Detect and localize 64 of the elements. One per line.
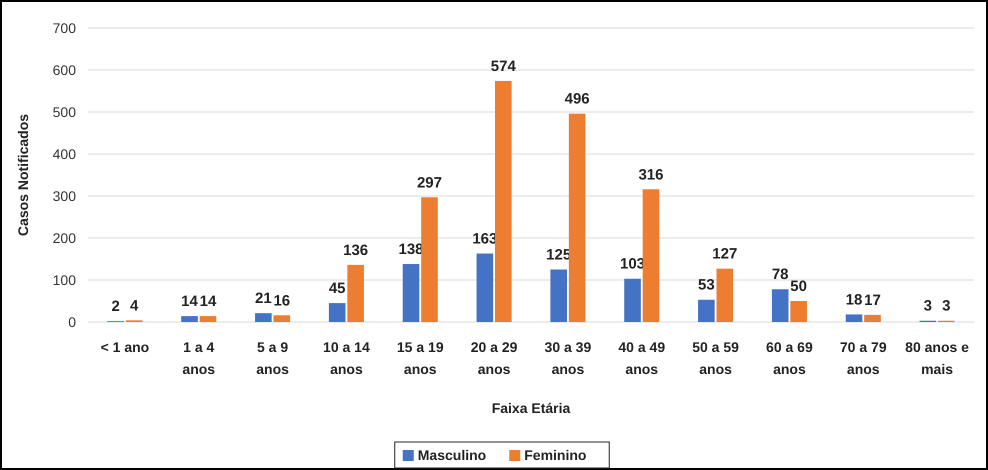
data-label: 297 [416,174,442,192]
legend-label: Masculino [418,446,486,463]
bar [328,303,346,322]
data-label: 574 [490,58,516,75]
bar [476,254,494,322]
data-label: 14 [181,293,199,310]
y-tick-label: 600 [52,62,76,78]
data-label: 17 [864,292,881,309]
bar [421,197,438,322]
bar [864,314,881,322]
x-tick-label: 1 a 4 anos [182,339,216,377]
x-tick-label: 80 anos e mais [905,339,970,377]
bar [200,316,216,322]
bar [772,289,788,322]
y-tick-label: 700 [52,20,76,36]
x-tick-label: 30 a 39 anos [544,339,592,377]
bar [698,300,715,322]
x-tick-label: 60 a 69 anos [766,339,813,377]
data-label: 18 [846,291,862,308]
x-tick-label: < 1 ano [100,339,150,355]
data-label: 14 [200,293,217,310]
data-label: 496 [564,90,590,108]
bar [181,316,198,322]
x-tick-label: 10 a 14 anos [323,339,370,377]
data-label: 50 [790,278,807,295]
y-tick-label: 0 [68,314,76,330]
y-tick-label: 100 [52,272,76,288]
data-label: 16 [273,292,290,310]
bar [568,114,586,322]
data-label: 3 [924,298,932,315]
data-label: 78 [772,266,789,284]
data-label: 4 [130,297,139,314]
bar [716,268,734,322]
y-tick-label: 400 [52,146,76,162]
bar [347,264,364,322]
data-label: 53 [698,276,715,294]
legend-label: Feminino [524,446,586,463]
x-tick-label: 70 a 79 anos [840,339,887,377]
x-tick-label: 15 a 19 anos [396,339,444,377]
data-label: 2 [112,298,120,316]
data-label: 21 [255,290,272,308]
y-tick-label: 200 [52,230,76,246]
bar [495,80,512,322]
bar [255,313,272,322]
y-axis-title: Casos Notificados [15,114,31,236]
data-label: 316 [638,166,664,184]
data-label: 136 [343,242,368,259]
x-axis-title: Faixa Etária [492,400,571,416]
x-tick-label: 20 a 29 anos [470,339,518,377]
bar [624,278,641,322]
y-tick-label: 300 [52,188,76,204]
x-tick-label: 40 a 49 anos [618,339,666,377]
x-tick-label: 5 a 9 anos [256,339,290,377]
data-label: 127 [712,246,738,263]
x-tick-label: 50 a 59 anos [692,339,740,377]
data-label: 45 [328,280,346,298]
bar [274,315,290,322]
bar [550,270,567,322]
bar [790,301,807,322]
y-tick-label: 500 [52,104,76,120]
bar [402,264,420,322]
bar [846,314,862,322]
data-label: 3 [942,298,950,315]
bar [642,189,660,322]
